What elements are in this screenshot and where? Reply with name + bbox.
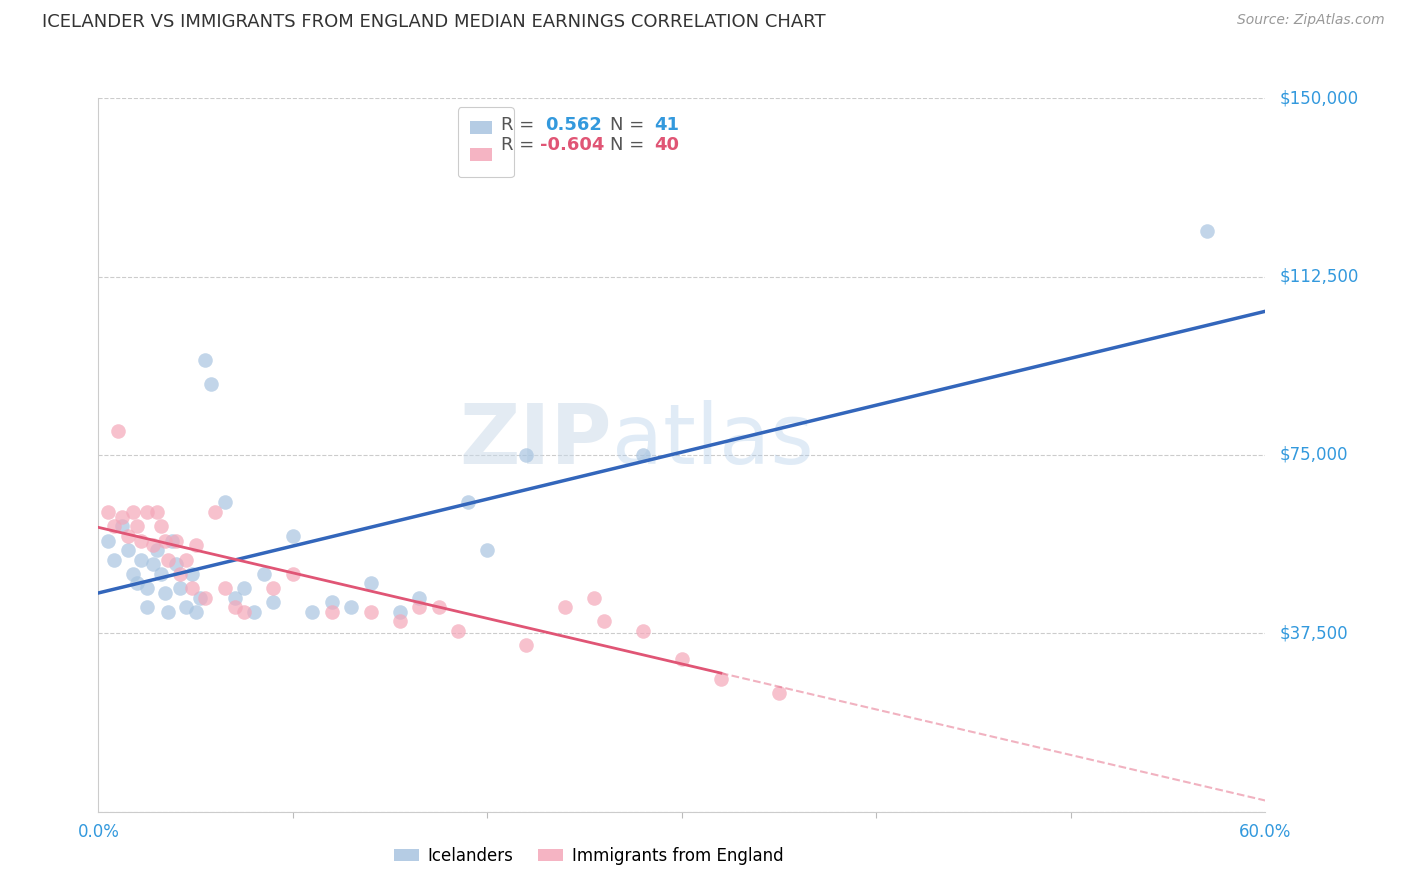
Text: $112,500: $112,500 <box>1279 268 1358 285</box>
Point <box>321 605 343 619</box>
Point <box>671 652 693 666</box>
Point <box>224 600 246 615</box>
Point <box>142 538 165 552</box>
Text: atlas: atlas <box>612 401 814 481</box>
Point <box>107 424 129 438</box>
Point <box>340 600 363 615</box>
Point <box>1195 224 1218 238</box>
Point <box>321 595 343 609</box>
Point <box>477 543 499 558</box>
Point <box>157 605 180 619</box>
Point <box>174 552 197 566</box>
Point <box>457 495 479 509</box>
Point <box>146 543 169 558</box>
Point <box>281 529 304 543</box>
Point <box>408 591 430 605</box>
Point <box>515 448 537 462</box>
Point <box>184 605 207 619</box>
Point <box>127 519 149 533</box>
Point <box>200 376 222 391</box>
Point <box>194 591 217 605</box>
Point <box>165 533 187 548</box>
Text: R =: R = <box>501 116 534 134</box>
Point <box>188 591 211 605</box>
Point <box>427 600 450 615</box>
Point <box>122 505 145 519</box>
Text: 40: 40 <box>654 136 679 153</box>
Point <box>593 615 616 629</box>
Point <box>388 615 411 629</box>
Point <box>583 591 606 605</box>
Point <box>136 581 159 595</box>
Point <box>180 581 202 595</box>
Point <box>129 533 152 548</box>
Point <box>169 581 191 595</box>
Point <box>136 505 159 519</box>
Text: N =: N = <box>610 136 644 153</box>
Point <box>233 581 256 595</box>
Text: -0.604: -0.604 <box>540 136 605 153</box>
Point <box>447 624 470 638</box>
Point <box>149 519 172 533</box>
Point <box>97 533 120 548</box>
Text: ZIP: ZIP <box>460 401 612 481</box>
Point <box>204 505 226 519</box>
Point <box>180 566 202 581</box>
Point <box>515 638 537 652</box>
Point <box>214 495 236 509</box>
Point <box>301 605 323 619</box>
Point <box>111 519 134 533</box>
Point <box>136 600 159 615</box>
Point <box>768 686 790 700</box>
Point <box>214 581 236 595</box>
Point <box>262 595 284 609</box>
Text: 41: 41 <box>654 116 679 134</box>
Text: $150,000: $150,000 <box>1279 89 1358 107</box>
Text: $37,500: $37,500 <box>1279 624 1348 642</box>
Text: ICELANDER VS IMMIGRANTS FROM ENGLAND MEDIAN EARNINGS CORRELATION CHART: ICELANDER VS IMMIGRANTS FROM ENGLAND MED… <box>42 13 825 31</box>
Point <box>146 505 169 519</box>
Point <box>142 558 165 572</box>
Point <box>184 538 207 552</box>
Point <box>710 672 733 686</box>
Text: N =: N = <box>610 116 644 134</box>
Point <box>165 558 187 572</box>
Point <box>117 543 139 558</box>
Point <box>162 533 184 548</box>
Point <box>360 605 382 619</box>
Text: 0.562: 0.562 <box>546 116 602 134</box>
Text: R =: R = <box>501 136 534 153</box>
Point <box>129 552 152 566</box>
Point <box>631 448 654 462</box>
Point <box>117 529 139 543</box>
Text: Source: ZipAtlas.com: Source: ZipAtlas.com <box>1237 13 1385 28</box>
Point <box>262 581 284 595</box>
Point <box>169 566 191 581</box>
Legend: Icelanders, Immigrants from England: Icelanders, Immigrants from England <box>387 840 790 871</box>
Point <box>194 352 217 367</box>
Point <box>360 576 382 591</box>
Point <box>122 566 145 581</box>
Point <box>103 552 125 566</box>
Point <box>631 624 654 638</box>
Point <box>388 605 411 619</box>
Point <box>127 576 149 591</box>
Point <box>253 566 276 581</box>
Point <box>149 566 172 581</box>
Point <box>281 566 304 581</box>
Point <box>233 605 256 619</box>
Point <box>243 605 266 619</box>
Point <box>153 533 176 548</box>
Point <box>97 505 120 519</box>
Point <box>554 600 576 615</box>
Point <box>408 600 430 615</box>
Text: $75,000: $75,000 <box>1279 446 1348 464</box>
Point <box>157 552 180 566</box>
Point <box>111 509 134 524</box>
Point <box>174 600 197 615</box>
Point <box>224 591 246 605</box>
Point <box>103 519 125 533</box>
Point <box>153 586 176 600</box>
